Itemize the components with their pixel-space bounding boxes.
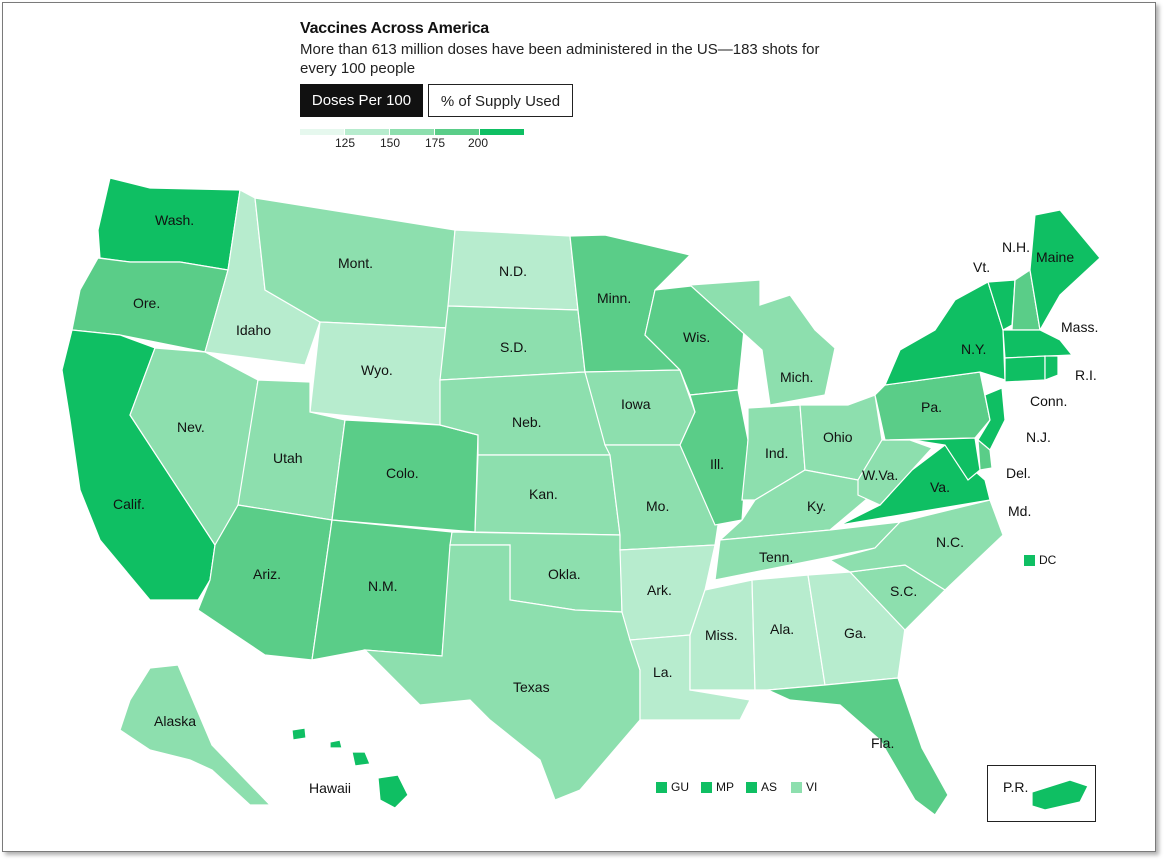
state-hi[interactable] — [291, 727, 409, 809]
state-ga[interactable] — [807, 571, 906, 686]
label-az: Ariz. — [253, 566, 281, 582]
label-in: Ind. — [765, 445, 788, 461]
legend-tick-200: 200 — [468, 136, 489, 150]
label-tn: Tenn. — [759, 549, 793, 565]
label-al: Ala. — [770, 621, 794, 637]
label-nv: Nev. — [177, 419, 205, 435]
legend-swatch-3 — [390, 129, 434, 135]
as-swatch — [746, 782, 757, 793]
vi-label: VI — [806, 780, 818, 794]
label-ms: Miss. — [705, 627, 738, 643]
label-la: La. — [653, 664, 672, 680]
label-vt: Vt. — [973, 259, 990, 275]
label-md: Md. — [1008, 503, 1031, 519]
label-co: Colo. — [386, 465, 419, 481]
label-ny: N.Y. — [961, 341, 986, 357]
label-mi: Mich. — [780, 369, 813, 385]
label-pr: P.R. — [1003, 779, 1028, 795]
label-ok: Okla. — [548, 566, 581, 582]
label-ks: Kan. — [529, 486, 558, 502]
label-nm: N.M. — [368, 578, 398, 594]
state-tx[interactable] — [363, 544, 641, 801]
state-fl[interactable] — [765, 677, 949, 816]
state-nc[interactable] — [828, 499, 1004, 591]
legend-swatch-2 — [345, 129, 389, 135]
label-pa: Pa. — [921, 399, 942, 415]
label-mt: Mont. — [338, 255, 373, 271]
label-sd: S.D. — [500, 339, 527, 355]
as-label: AS — [761, 780, 778, 794]
label-mo: Mo. — [646, 498, 669, 514]
label-oh: Ohio — [823, 429, 853, 445]
legend-tick-175: 175 — [425, 136, 446, 150]
label-ga: Ga. — [844, 625, 867, 641]
state-md[interactable] — [911, 437, 981, 481]
mp-label: MP — [716, 780, 734, 794]
label-wa: Wash. — [155, 212, 194, 228]
state-ms[interactable] — [689, 579, 756, 691]
label-va: Va. — [930, 479, 950, 495]
state-wv[interactable] — [857, 439, 934, 506]
chart-title: Vaccines Across America — [300, 20, 490, 37]
label-nc: N.C. — [936, 534, 964, 550]
label-ne: Neb. — [512, 414, 542, 430]
legend-tick-125: 125 — [335, 136, 356, 150]
label-mn: Minn. — [597, 290, 631, 306]
state-de[interactable] — [977, 438, 993, 471]
territory-pr[interactable] — [1031, 779, 1089, 811]
label-ut: Utah — [273, 450, 303, 466]
label-or: Ore. — [133, 295, 160, 311]
legend-swatch-5 — [480, 129, 524, 135]
tab-supply-used[interactable]: % of Supply Used — [428, 84, 573, 117]
legend-tick-150: 150 — [380, 136, 401, 150]
label-hi: Hawaii — [309, 780, 351, 796]
label-me: Maine — [1036, 249, 1074, 265]
label-ak: Alaska — [154, 713, 196, 729]
state-me[interactable] — [1029, 209, 1101, 332]
label-il: Ill. — [710, 456, 724, 472]
gu-label: GU — [671, 780, 689, 794]
label-wy: Wyo. — [361, 362, 393, 378]
label-fl: Fla. — [871, 735, 894, 751]
label-ia: Iowa — [621, 396, 651, 412]
state-ma[interactable] — [1002, 329, 1074, 359]
label-ky: Ky. — [807, 498, 826, 514]
label-wi: Wis. — [683, 329, 710, 345]
mp-swatch — [701, 782, 712, 793]
label-tx: Texas — [513, 679, 550, 695]
label-ct: Conn. — [1030, 393, 1067, 409]
label-nj: N.J. — [1026, 429, 1051, 445]
label-wv: W.Va. — [862, 467, 898, 483]
dc-label: DC — [1039, 553, 1057, 567]
state-ny[interactable] — [884, 281, 1006, 386]
legend-swatch-1 — [300, 129, 344, 135]
legend-swatch-4 — [435, 129, 479, 135]
vi-swatch — [791, 782, 802, 793]
label-ar: Ark. — [647, 582, 672, 598]
label-ma: Mass. — [1061, 319, 1098, 335]
state-il[interactable] — [679, 389, 749, 526]
label-nd: N.D. — [499, 263, 527, 279]
label-id: Idaho — [236, 322, 271, 338]
gu-swatch — [656, 782, 667, 793]
tab-doses-per-100[interactable]: Doses Per 100 — [300, 84, 423, 117]
state-mi[interactable] — [688, 279, 836, 406]
label-ri: R.I. — [1075, 367, 1097, 383]
pr-inset-box — [987, 765, 1096, 822]
state-ak[interactable] — [119, 664, 272, 806]
state-ri[interactable] — [1044, 355, 1059, 381]
state-ct[interactable] — [1004, 355, 1046, 383]
dc-swatch — [1024, 555, 1035, 566]
label-de: Del. — [1006, 465, 1031, 481]
label-sc: S.C. — [890, 583, 917, 599]
label-nh: N.H. — [1002, 239, 1030, 255]
label-ca: Calif. — [113, 496, 145, 512]
chart-subtitle: More than 613 million doses have been ad… — [300, 41, 820, 77]
